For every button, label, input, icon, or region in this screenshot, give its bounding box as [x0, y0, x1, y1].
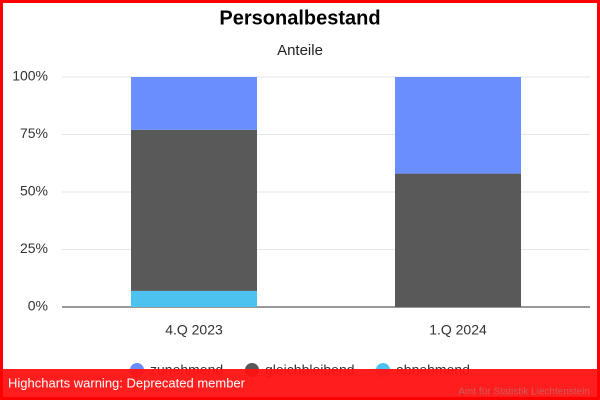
chart-subtitle: Anteile — [277, 42, 323, 59]
warning-bar — [0, 369, 600, 399]
y-tick-label: 50% — [20, 183, 48, 199]
y-tick-label: 75% — [20, 125, 48, 141]
y-tick-label: 0% — [28, 298, 48, 314]
x-tick-label: 4.Q 2023 — [165, 322, 223, 338]
bar-segment — [131, 129, 257, 291]
bar-segment — [395, 173, 521, 307]
warning-text: Highcharts warning: Deprecated member — [8, 375, 246, 390]
bar-segment — [131, 290, 257, 307]
y-tick-label: 25% — [20, 240, 48, 256]
credits: Amt für Statistik Liechtenstein — [458, 387, 590, 398]
bar-segment — [395, 77, 521, 174]
chart-title: Personalbestand — [219, 7, 380, 29]
bar-segment — [131, 77, 257, 130]
y-tick-label: 100% — [12, 68, 48, 84]
x-tick-label: 1.Q 2024 — [429, 322, 487, 338]
